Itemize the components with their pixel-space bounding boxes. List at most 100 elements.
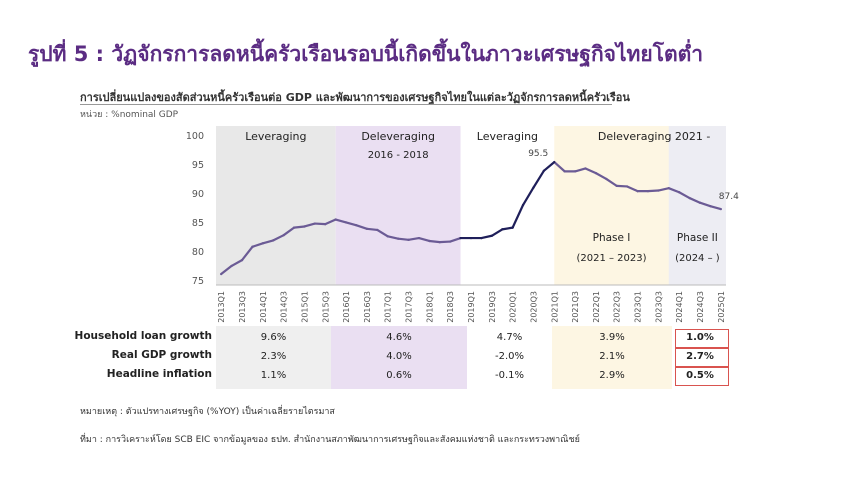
data-point [532,186,535,189]
data-point [292,226,296,229]
y-tick-label: 80 [192,247,204,258]
x-tick-label: 2022Q3 [613,291,622,323]
table-column-band [216,326,331,389]
x-tick-label: 2017Q3 [405,291,414,323]
data-point [469,236,473,240]
series-segment [220,264,233,276]
y-tick-label: 95 [192,160,204,171]
chart-subtitle: การเปลี่ยนแปลงของสัดส่วนหนี้ครัวเรือนต่อ… [80,91,630,104]
data-point [240,259,244,262]
data-point [709,205,712,208]
phase-label: Deleveraging 2021 - [598,130,711,143]
data-point [220,272,223,276]
table-row-label: Headline inflation [106,368,212,380]
table-column-band [672,326,728,389]
data-point [521,203,525,207]
series-segment [511,203,525,229]
data-point [345,221,348,224]
series-segment [605,177,618,187]
subphase-sublabel: (2021 – 2023) [576,253,646,264]
series-segment [272,234,285,242]
series-segment [615,184,629,188]
highlight-box [675,329,729,348]
data-point [563,170,566,173]
x-tick-label: 2021Q3 [571,291,580,323]
data-point [407,238,410,241]
data-point [553,161,556,164]
data-point [719,207,722,211]
series-segment [230,259,244,268]
data-point [417,236,421,240]
table-cell: 2.9% [599,370,625,381]
series-segment [303,222,316,228]
data-point [480,236,483,240]
table-row-label: Real GDP growth [111,349,212,361]
series-segment [324,218,337,226]
series-segment [584,167,597,175]
table-cell: 9.6% [260,332,287,343]
phase-band [216,126,336,285]
data-point [678,191,681,194]
data-point [334,218,337,221]
subphase-label: Phase II [677,232,718,244]
data-point [261,242,264,245]
data-point [376,228,379,232]
data-point [688,196,691,200]
x-tick-label: 2020Q3 [529,291,538,323]
x-tick-label: 2014Q1 [259,291,268,323]
x-tick-label: 2019Q3 [488,291,497,323]
x-tick-label: 2018Q3 [446,291,455,323]
data-point [438,241,441,244]
phase-band [460,126,555,285]
series-segment [521,186,535,207]
table-column-band [331,326,467,389]
phase-label: Leveraging [477,130,538,143]
data-point [698,201,702,204]
subphase-label: Phase I [593,232,631,244]
table-cell: 3.9% [599,332,625,343]
highlight-box [675,367,729,386]
table-row-label: Household loan growth [74,330,212,342]
data-point [459,236,462,240]
x-tick-label: 2024Q3 [696,291,705,323]
series-segment [417,236,431,243]
data-point [605,177,608,181]
table-cell: 2.1% [599,351,625,362]
subtitle-divider [80,104,612,105]
series-segment [709,205,722,211]
table-cell: 4.6% [386,332,412,343]
table-cell: 4.7% [496,332,523,343]
y-tick-label: 85 [192,218,204,229]
x-tick-label: 2013Q3 [238,291,247,323]
data-point [626,185,629,188]
series-segment [240,245,254,262]
series-segment [438,240,452,244]
x-tick-label: 2015Q3 [321,291,330,323]
data-point [428,239,431,243]
series-segment [449,236,462,243]
data-point [397,237,400,240]
data-point [636,190,639,193]
series-segment [345,221,358,227]
highlight-box [675,348,729,367]
table-cell: -2.0% [494,351,524,362]
table-cell: 4.0% [386,351,412,362]
y-tick-label: 90 [192,189,204,200]
data-point [449,240,452,243]
series-segment [407,236,421,241]
data-point [490,234,493,237]
data-point [584,167,587,170]
series-segment [667,187,681,194]
series-segment [490,228,504,237]
source-note: ที่มา : การวิเคราะห์โดย SCB EIC จากข้อมู… [80,435,580,445]
remark-note: หมายเหตุ : ตัวแปรทางเศรษฐกิจ (%YOY) เป็น… [80,407,335,417]
data-point [355,224,358,227]
series-segment [376,228,389,238]
data-point [646,190,650,193]
table-cell: 0.5% [686,370,714,381]
data-point [386,235,389,238]
table-cell: 1.1% [260,370,287,381]
y-tick-label: 75 [192,276,204,287]
phase-label: Leveraging [245,130,306,143]
